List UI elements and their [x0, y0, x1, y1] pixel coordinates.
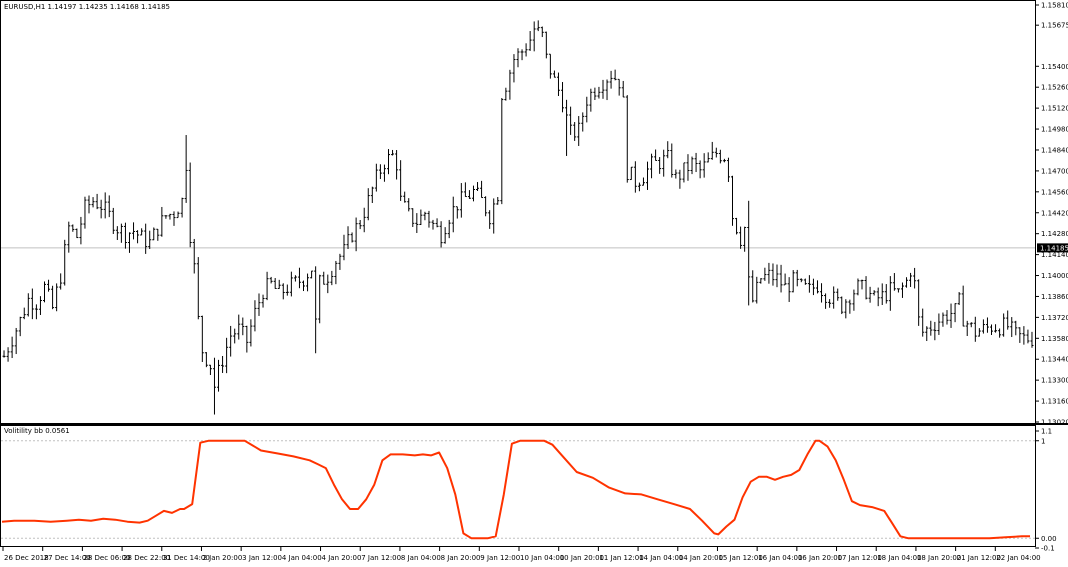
symbol-info: EURUSD,H1 1.14197 1.14235 1.14168 1.1418… — [4, 3, 170, 11]
time-tick-label: 4 Jan 20:00 — [322, 554, 362, 562]
time-tick-label: 18 Jan 20:00 — [917, 554, 961, 562]
time-tick-label: 10 Jan 04:00 — [520, 554, 564, 562]
price-tick-label: 1.14700 — [1041, 167, 1068, 175]
price-tick-label: 1.13020 — [1041, 419, 1068, 427]
price-axis[interactable]: 1.15810 1.15675 1.15400 1.15260 1.15120 1.149… — [1035, 2, 1068, 427]
candlestick-series — [2, 20, 1034, 415]
time-tick-label: 15 Jan 12:00 — [718, 554, 762, 562]
time-tick-label: 14 Jan 04:00 — [639, 554, 683, 562]
indicator-label: Volitility bb 0.0561 — [4, 427, 70, 435]
price-tick-label: 1.15120 — [1041, 105, 1068, 113]
indicator-series — [1, 439, 1035, 540]
time-tick-label: 11 Jan 12:00 — [599, 554, 643, 562]
price-tick-label: 1.13580 — [1041, 335, 1068, 343]
time-tick-label: 7 Jan 12:00 — [361, 554, 401, 562]
indicator-tick-label: 1.1 — [1041, 428, 1052, 436]
time-tick-label: 8 Jan 04:00 — [401, 554, 441, 562]
price-tick-label: 1.13720 — [1041, 314, 1068, 322]
time-tick-label: 16 Jan 04:00 — [758, 554, 802, 562]
price-tick-label: 1.13160 — [1041, 398, 1068, 406]
price-tick-label: 1.14980 — [1041, 126, 1068, 134]
time-tick-label: 10 Jan 20:00 — [560, 554, 604, 562]
time-tick-label: 26 Dec 2018 — [4, 554, 49, 562]
price-tick-label: 1.14420 — [1041, 209, 1068, 217]
price-tick-label: 1.13300 — [1041, 377, 1068, 385]
price-tick-label: 1.14000 — [1041, 272, 1068, 280]
time-tick-label: 18 Jan 04:00 — [877, 554, 921, 562]
time-tick-label: 28 Dec 06:00 — [83, 554, 130, 562]
price-tick-label: 1.14560 — [1041, 188, 1068, 196]
indicator-tick-label: -0.1 — [1041, 545, 1055, 553]
indicator-axis: 1.11 0.00 -0.1 — [1035, 428, 1057, 553]
time-tick-label: 8 Jan 20:00 — [441, 554, 481, 562]
time-tick-label: 14 Jan 20:00 — [679, 554, 723, 562]
price-tick-label: 1.13440 — [1041, 356, 1068, 364]
current-price-tag — [1037, 243, 1068, 253]
price-tick-label: 1.15810 — [1041, 2, 1068, 10]
price-tick-label: 1.14140 — [1041, 251, 1068, 259]
time-tick-label: 3 Jan 12:00 — [242, 554, 282, 562]
price-tick-label: 1.15400 — [1041, 63, 1068, 71]
time-tick-label: 27 Dec 14:00 — [44, 554, 91, 562]
time-tick-label: 16 Jan 20:00 — [798, 554, 842, 562]
price-tick-label: 1.15260 — [1041, 84, 1068, 92]
indicator-panel-frame — [0, 425, 1036, 547]
price-tick-label: 1.14280 — [1041, 230, 1068, 238]
time-tick-label: 9 Jan 12:00 — [480, 554, 520, 562]
time-tick-label: 31 Dec 14:00 — [163, 554, 210, 562]
price-tick-label: 1.14840 — [1041, 146, 1068, 154]
current-price-label: 1.14185 — [1040, 244, 1068, 252]
indicator-tick-label: 1 — [1041, 437, 1045, 445]
price-tick-label: 1.13860 — [1041, 293, 1068, 301]
indicator-line — [1, 439, 1030, 540]
price-tick-label: 1.15675 — [1041, 22, 1068, 30]
time-tick-label: 28 Dec 22:00 — [123, 554, 170, 562]
time-tick-label: 2 Jan 20:00 — [202, 554, 242, 562]
time-tick-label: 22 Jan 04:00 — [996, 554, 1040, 562]
time-tick-label: 4 Jan 04:00 — [282, 554, 322, 562]
time-tick-label: 17 Jan 12:00 — [838, 554, 882, 562]
time-tick-label: 21 Jan 12:00 — [957, 554, 1001, 562]
indicator-tick-label: 0.00 — [1041, 535, 1057, 543]
